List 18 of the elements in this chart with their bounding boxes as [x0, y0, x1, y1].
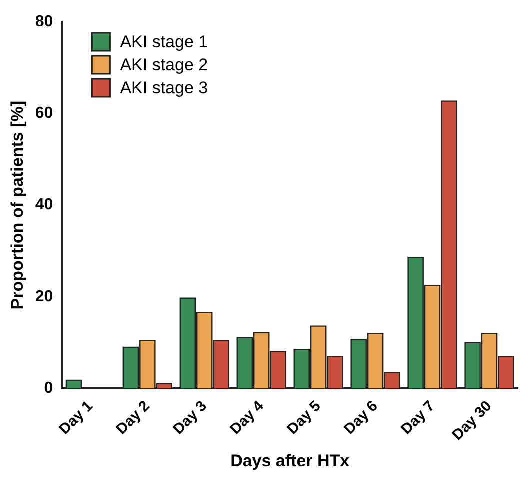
x-tick-label: Day 7 — [398, 398, 438, 438]
y-tick-label: 80 — [35, 13, 54, 30]
x-tick-label: Day 3 — [170, 398, 210, 438]
x-tick-label: Day 4 — [227, 397, 268, 438]
y-tick-label: 60 — [35, 105, 54, 122]
legend-label: AKI stage 2 — [120, 56, 208, 75]
legend-label: AKI stage 1 — [120, 32, 208, 52]
y-tick-label: 40 — [35, 196, 54, 214]
x-tick-label: Day 1 — [56, 398, 96, 438]
x-tick-label: Day 6 — [340, 398, 382, 438]
legend-label: AKI stage 3 — [120, 78, 208, 98]
y-tick-label: 20 — [35, 288, 54, 306]
x-tick-label: Day 2 — [113, 398, 154, 438]
y-axis-title: Proportion of patients [%] — [8, 100, 27, 310]
x-tick-label: Day 5 — [284, 398, 324, 438]
y-tick-label: 0 — [44, 380, 54, 398]
x-axis-title: Days after HTx — [230, 451, 350, 470]
x-tick-label: Day 30 — [449, 398, 496, 444]
